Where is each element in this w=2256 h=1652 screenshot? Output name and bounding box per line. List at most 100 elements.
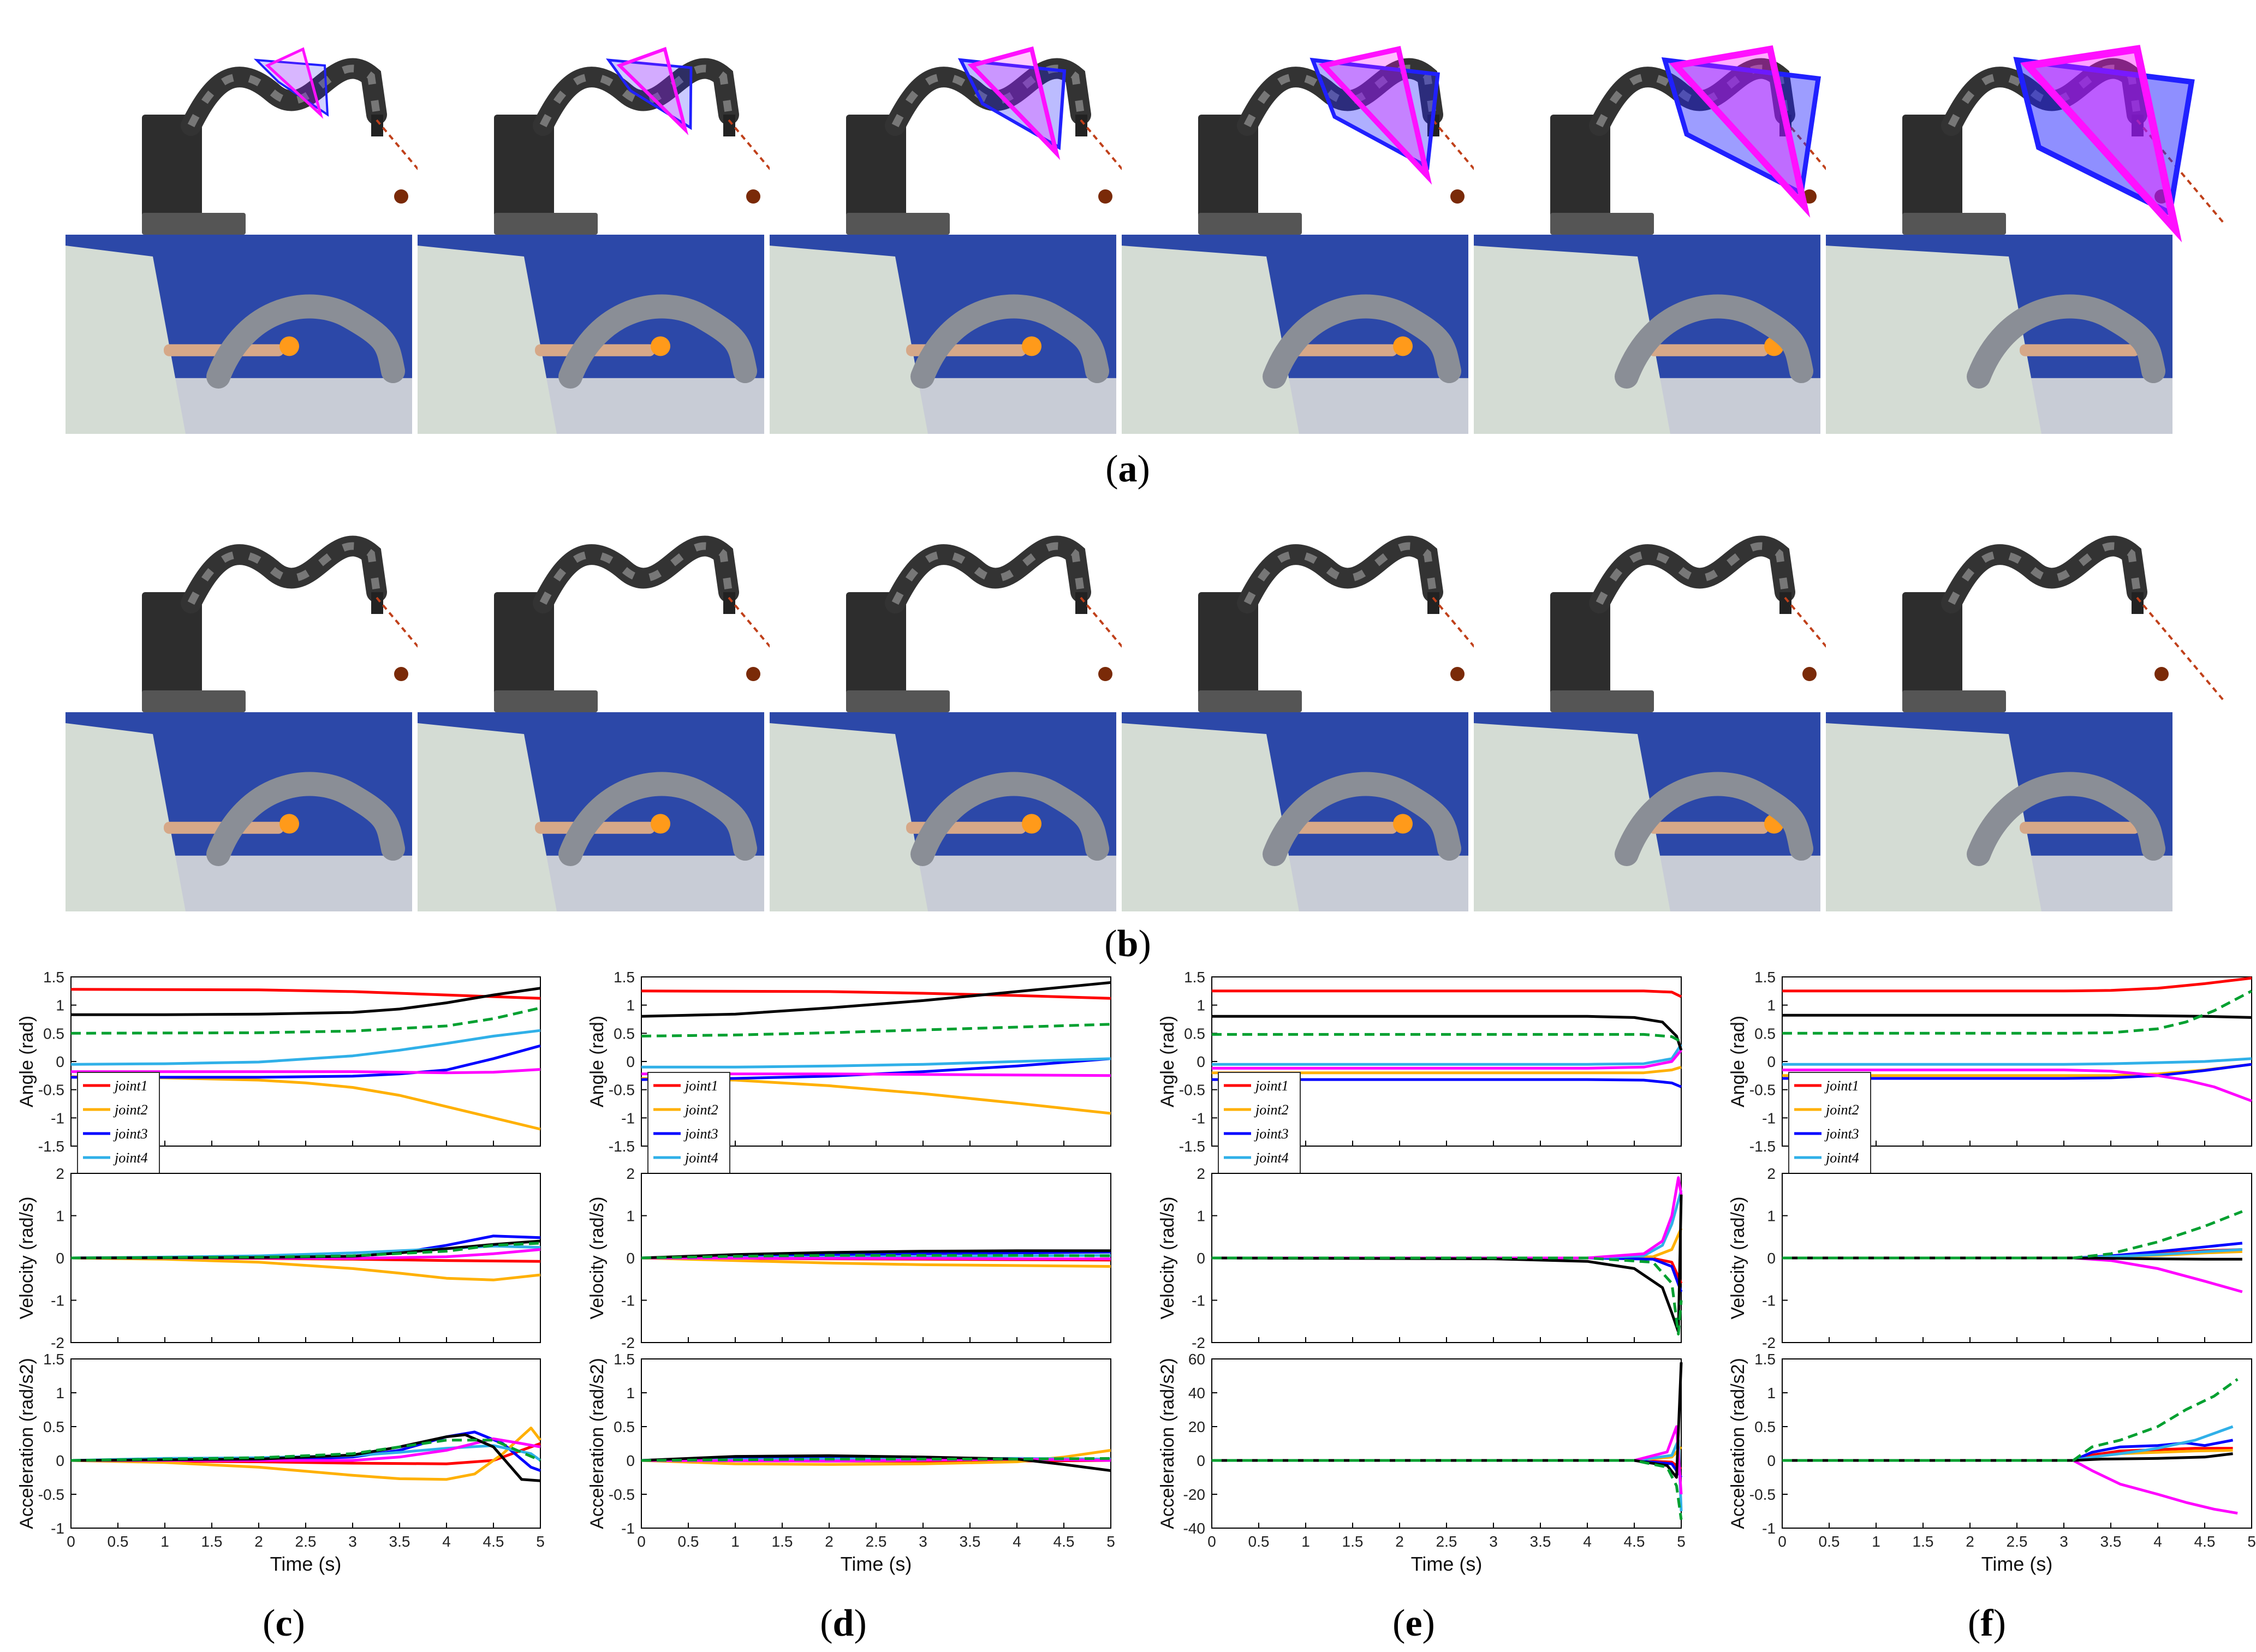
y-tick-label: 0 bbox=[1767, 1250, 1776, 1267]
person-shirt bbox=[1826, 723, 2041, 911]
legend-label-joint4: joint4 bbox=[1824, 1150, 1859, 1166]
ball bbox=[746, 189, 760, 204]
orange-ball bbox=[279, 814, 299, 834]
x-tick-label: 4 bbox=[442, 1533, 451, 1550]
photo-frame bbox=[418, 235, 764, 434]
robot-pedestal bbox=[494, 213, 598, 235]
robot-pedestal bbox=[846, 690, 950, 712]
series-line-joint4 bbox=[1782, 1057, 2252, 1066]
y-axis-label: Acceleration (rad/s2) bbox=[1157, 1358, 1178, 1529]
robot-pedestal bbox=[494, 690, 598, 712]
x-tick-label: 0 bbox=[1778, 1533, 1787, 1550]
y-tick-label: 1 bbox=[1197, 1208, 1205, 1225]
gripper bbox=[2132, 592, 2144, 614]
ball bbox=[746, 667, 760, 681]
series-line-joint7 bbox=[70, 1006, 541, 1035]
gripper bbox=[1075, 115, 1087, 136]
subplot-2: -1 -0.5 0 0.5 1 1.5 0 0.5 1 1.5 2 2.5 3 3.5 4 4.5 5 Accel… bbox=[1728, 1351, 2256, 1575]
chart-panel-d: -1.5 -1 -0.5 0 0.5 1 1.5 Angle (rad) joint1 joint… bbox=[587, 969, 1115, 1575]
x-axis-label: Time (s) bbox=[841, 1553, 912, 1575]
series-line-joint3 bbox=[1212, 1078, 1682, 1088]
simulation-frame bbox=[1474, 494, 1873, 712]
panel-label-c: (c) bbox=[263, 1602, 305, 1644]
panel-label-a: (a) bbox=[1105, 448, 1150, 490]
series-line-joint2 bbox=[641, 1448, 1111, 1466]
robot-arm-joints bbox=[539, 542, 733, 605]
y-tick-label: 1.5 bbox=[1184, 969, 1205, 986]
series-line-joint6 bbox=[1782, 1013, 2252, 1019]
x-tick-label: 4 bbox=[1013, 1533, 1021, 1550]
photo-frame bbox=[1826, 235, 2172, 434]
real-robot-arm bbox=[910, 294, 1109, 389]
legend-label-joint1: joint1 bbox=[1824, 1078, 1859, 1094]
x-tick-label: 1 bbox=[1872, 1533, 1880, 1550]
robot-arm-joints bbox=[1596, 542, 1789, 605]
real-robot-arm bbox=[1615, 772, 1813, 866]
simulation-frame bbox=[770, 16, 1169, 235]
sim-background bbox=[418, 16, 764, 235]
y-tick-label: 1 bbox=[1767, 997, 1776, 1014]
y-tick-label: -40 bbox=[1183, 1520, 1205, 1537]
x-tick-label: 2 bbox=[1395, 1533, 1404, 1550]
sim-background bbox=[66, 494, 412, 712]
x-tick-label: 1 bbox=[160, 1533, 169, 1550]
legend-label-joint2: joint2 bbox=[1824, 1102, 1859, 1118]
series-line-joint2 bbox=[70, 1427, 541, 1481]
y-tick-label: 0 bbox=[56, 1250, 64, 1267]
person-shirt bbox=[66, 723, 186, 911]
real-robot-arm bbox=[206, 772, 405, 866]
person-shirt bbox=[1122, 246, 1299, 434]
y-tick-label: 20 bbox=[1188, 1418, 1205, 1435]
robot-base bbox=[1550, 592, 1610, 707]
y-tick-label: 2 bbox=[56, 1165, 64, 1182]
x-tick-label: 4.5 bbox=[1624, 1533, 1645, 1550]
legend-label-joint4: joint4 bbox=[683, 1150, 718, 1166]
y-tick-label: 0 bbox=[56, 1053, 64, 1070]
series-line-joint5 bbox=[1212, 1049, 1682, 1070]
series-line-joint3 bbox=[71, 1044, 541, 1079]
legend-label-joint1: joint1 bbox=[1254, 1078, 1289, 1094]
y-tick-label: 0 bbox=[1197, 1452, 1205, 1469]
y-tick-label: 0 bbox=[1197, 1250, 1205, 1267]
simulation-frame bbox=[66, 16, 465, 235]
real-robot-arm bbox=[1263, 294, 1461, 389]
x-tick-label: 4.5 bbox=[1053, 1533, 1075, 1550]
y-tick-label: -1.5 bbox=[38, 1138, 64, 1155]
y-tick-label: -2 bbox=[1192, 1334, 1205, 1351]
person-shirt bbox=[1122, 723, 1299, 911]
robot-arm-joints bbox=[1243, 542, 1437, 605]
photo-frame bbox=[770, 235, 1116, 434]
x-tick-label: 1.5 bbox=[1913, 1533, 1934, 1550]
orange-ball bbox=[1022, 336, 1041, 356]
y-tick-label: -0.5 bbox=[1179, 1082, 1205, 1099]
x-tick-label: 3 bbox=[348, 1533, 357, 1550]
sim-background bbox=[418, 494, 764, 712]
photo-frame bbox=[66, 712, 412, 911]
y-tick-label: -1 bbox=[1762, 1110, 1776, 1126]
x-axis-label: Time (s) bbox=[1981, 1553, 2053, 1575]
x-axis-label: Time (s) bbox=[270, 1553, 342, 1575]
gripper bbox=[1075, 592, 1087, 614]
series-line-joint7 bbox=[1782, 989, 2253, 1035]
workspace-magenta bbox=[2020, 45, 2182, 243]
y-tick-label: 0 bbox=[626, 1053, 635, 1070]
robot-base bbox=[142, 592, 202, 707]
y-tick-label: -1 bbox=[1192, 1292, 1205, 1309]
person-arm bbox=[1277, 344, 1397, 356]
series-line-joint3 bbox=[1782, 1063, 2252, 1080]
series-line-joint7 bbox=[641, 1457, 1111, 1462]
ball-trajectory bbox=[2136, 597, 2225, 702]
y-tick-label: -0.5 bbox=[1749, 1486, 1776, 1503]
series-line-joint7 bbox=[1782, 1210, 2243, 1260]
panel-label-f: (f) bbox=[1968, 1602, 2006, 1644]
simulation-frame bbox=[1474, 16, 1873, 235]
y-tick-label: 0 bbox=[1767, 1452, 1776, 1469]
photo-frame bbox=[1122, 235, 1468, 434]
x-tick-label: 5 bbox=[536, 1533, 545, 1550]
y-tick-label: -0.5 bbox=[38, 1082, 64, 1099]
series-line-joint7 bbox=[1212, 1033, 1682, 1043]
y-tick-label: 0.5 bbox=[43, 1418, 64, 1435]
x-tick-label: 3 bbox=[1489, 1533, 1498, 1550]
y-tick-label: 0.5 bbox=[614, 1025, 635, 1042]
